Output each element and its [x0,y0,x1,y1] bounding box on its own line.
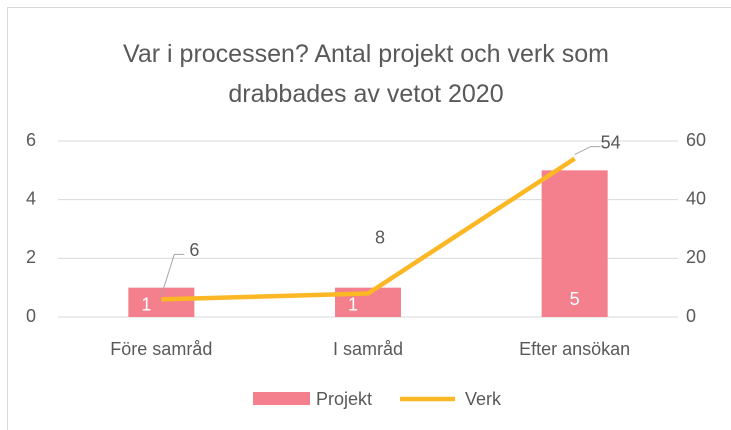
line-value-label: 8 [375,227,385,247]
y-tick-label: 0 [26,306,36,326]
y2-tick-label: 20 [686,247,706,267]
line-value-label: 54 [601,132,621,152]
line-value-label: 6 [189,240,199,260]
legend-label: Projekt [316,389,372,409]
x-tick-label: Före samråd [110,339,212,359]
leader-line [574,146,601,156]
y-tick-label: 6 [26,130,36,150]
x-tick-label: I samråd [333,339,403,359]
bar-value-label: 5 [570,289,580,309]
x-tick-label: Efter ansökan [519,339,630,359]
chart-title: Var i processen? Antal projekt och verk … [123,40,609,108]
bar [541,170,608,317]
y2-tick-label: 0 [686,306,696,326]
bar-value-label: 1 [141,294,151,314]
leader-line [160,253,185,296]
y2-tick-label: 40 [686,188,706,208]
y-tick-label: 2 [26,247,36,267]
line [161,156,576,302]
y-tick-label: 4 [26,188,36,208]
bar [128,287,195,317]
chart-border [7,7,731,430]
legend-swatch [253,392,310,405]
legend-label: Verk [465,389,502,409]
y2-tick-label: 60 [686,130,706,150]
bar-value-label: 1 [348,294,358,314]
